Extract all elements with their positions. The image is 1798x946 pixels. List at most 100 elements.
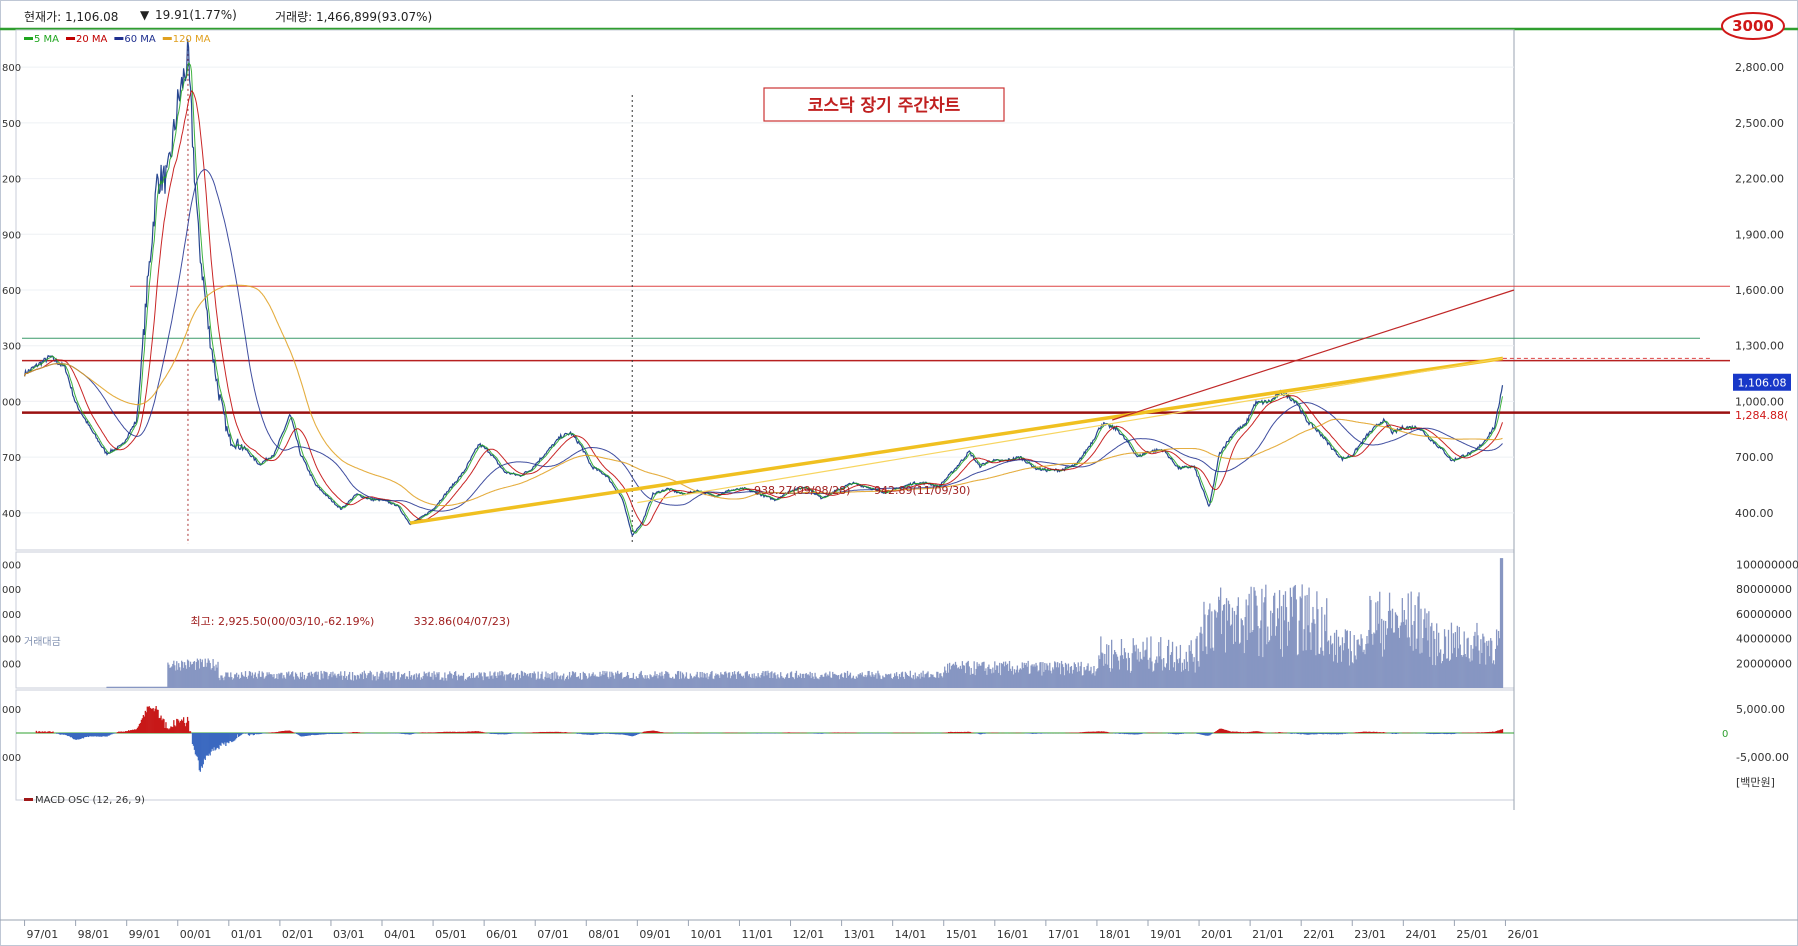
x-tick-label: 16/01 [997, 928, 1029, 941]
x-tick-label: 01/01 [231, 928, 263, 941]
macd-bars [35, 706, 1504, 772]
volume-tick-label-left: 000 [2, 635, 21, 646]
badge-label: 3000 [1732, 17, 1774, 35]
level-2011-annotation: 942.89(11/09/30) [874, 484, 970, 497]
price-tick-label-left: 700 [2, 453, 21, 464]
x-tick-label: 19/01 [1150, 928, 1182, 941]
macd-legend: MACD OSC (12, 26, 9) [35, 795, 145, 806]
macd-tick-label: -5,000.00 [1736, 751, 1789, 764]
x-tick-label: 24/01 [1405, 928, 1437, 941]
x-tick-label: 25/01 [1456, 928, 1488, 941]
x-tick-label: 00/01 [180, 928, 212, 941]
price-series-line [24, 39, 1504, 537]
price-tick-label: 1,900.00 [1735, 228, 1784, 241]
legend-label-1: 20 MA [76, 34, 108, 45]
low-annotation: 332.86(04/07/23) [414, 615, 510, 628]
volume-unit-label: [백만원] [1736, 776, 1775, 789]
x-tick-label: 23/01 [1354, 928, 1386, 941]
legend-label-0: 5 MA [34, 34, 59, 45]
x-tick-label: 03/01 [333, 928, 365, 941]
price-tick-label-left: 300 [2, 342, 21, 353]
x-tick-label: 08/01 [588, 928, 620, 941]
volume-bars [106, 558, 1504, 688]
current-price-tag-label: 1,106.08 [1738, 377, 1787, 390]
right-level-annotation: 1,284.88( [1735, 409, 1788, 422]
legend-swatch-0 [24, 37, 33, 40]
x-tick-label: 14/01 [895, 928, 927, 941]
volume-legend: 거래대금 [24, 636, 61, 648]
volume-tick-label: 80000000 [1736, 583, 1792, 596]
volume-tick-label-left: 000 [2, 659, 21, 670]
x-tick-label: 99/01 [129, 928, 161, 941]
price-tick-label: 1,000.00 [1735, 395, 1784, 408]
volume-tick-label-left: 000 [2, 585, 21, 596]
ma120-line [24, 284, 1503, 507]
ma-legend: 5 MA 20 MA 60 MA 120 MA [24, 34, 211, 45]
x-tick-label: 17/01 [1048, 928, 1080, 941]
x-tick-label: 97/01 [27, 928, 59, 941]
price-tick-label-left: 500 [2, 119, 21, 130]
x-axis-ticks: 97/01 98/01 99/01 00/01 01/01 02/01 03/01 04/01… [24, 920, 1539, 941]
x-tick-label: 21/01 [1252, 928, 1284, 941]
volume-tick-label: 100000000 [1736, 558, 1798, 571]
panel-frame-2 [15, 689, 1515, 801]
legend-label-3: 120 MA [173, 34, 211, 45]
price-tick-label: 1,600.00 [1735, 284, 1784, 297]
volume-tick-label: 20000000 [1736, 657, 1792, 670]
x-tick-label: 07/01 [537, 928, 569, 941]
ma5-line [24, 62, 1503, 534]
price-change-label: 19.91(1.77%) [155, 8, 237, 22]
chart-title-frame [763, 87, 1005, 122]
price-tick-label-left: 900 [2, 230, 21, 241]
quote-header: 현재가: 1,106.08 ▼ 19.91(1.77%) 거래량: 1,466,… [0, 0, 1798, 30]
volume-tick-label: 60000000 [1736, 608, 1792, 621]
x-tick-label: 20/01 [1201, 928, 1233, 941]
x-tick-label: 22/01 [1303, 928, 1335, 941]
price-tick-label: 400.00 [1735, 507, 1774, 520]
volume-tick-label: 40000000 [1736, 633, 1792, 646]
x-tick-label: 13/01 [844, 928, 876, 941]
ma20-line [24, 90, 1503, 526]
current-price-tag [1733, 373, 1791, 391]
x-tick-label: 12/01 [793, 928, 825, 941]
volume-tick-label-left: 000 [2, 610, 21, 621]
level-2009-annotation: 938.27(09/08/28) [754, 484, 850, 497]
price-tick-label-left: 000 [2, 397, 21, 408]
x-tick-label: 26/01 [1507, 928, 1539, 941]
volume-tick-label-left: 000 [2, 560, 21, 571]
x-tick-label: 10/01 [690, 928, 722, 941]
peak-annotation: 최고: 2,925.50(00/03/10,-62.19%) [191, 615, 375, 628]
macd-tick-label-left: 000 [2, 753, 21, 764]
change-down-icon: ▼ [140, 8, 150, 22]
x-tick-label: 04/01 [384, 928, 416, 941]
level-3000-badge: 3000 [1721, 12, 1785, 40]
price-tick-label: 700.00 [1735, 451, 1774, 464]
x-tick-label: 15/01 [946, 928, 978, 941]
trendline-2009 [637, 357, 1503, 504]
x-tick-label: 06/01 [486, 928, 518, 941]
x-tick-label: 11/01 [741, 928, 773, 941]
ma60-line [24, 168, 1503, 512]
price-tick-label: 2,500.00 [1735, 117, 1784, 130]
macd-tick-label: 5,000.00 [1736, 703, 1785, 716]
price-tick-label-left: 200 [2, 175, 21, 186]
chart-title: 코스닥 장기 주간차트 [808, 96, 961, 116]
legend-swatch-1 [66, 37, 76, 40]
price-tick-label: 2,800.00 [1735, 61, 1784, 74]
chart-title-box: 코스닥 장기 주간차트 [763, 87, 1005, 122]
x-tick-label: 05/01 [435, 928, 467, 941]
macd-tick-label-left: 000 [2, 705, 21, 716]
long-term-trendline [409, 356, 1504, 525]
legend-label-2: 60 MA [124, 34, 156, 45]
price-tick-label-left: 400 [2, 509, 21, 520]
steep-trendline [1112, 289, 1515, 421]
x-tick-label: 98/01 [78, 928, 110, 941]
legend-swatch-3 [162, 37, 172, 40]
volume-label: 거래량: 1,466,899(93.07%) [275, 10, 433, 24]
price-tick-label: 1,300.00 [1735, 340, 1784, 353]
x-tick-label: 09/01 [639, 928, 671, 941]
price-tick-label: 2,200.00 [1735, 173, 1784, 186]
